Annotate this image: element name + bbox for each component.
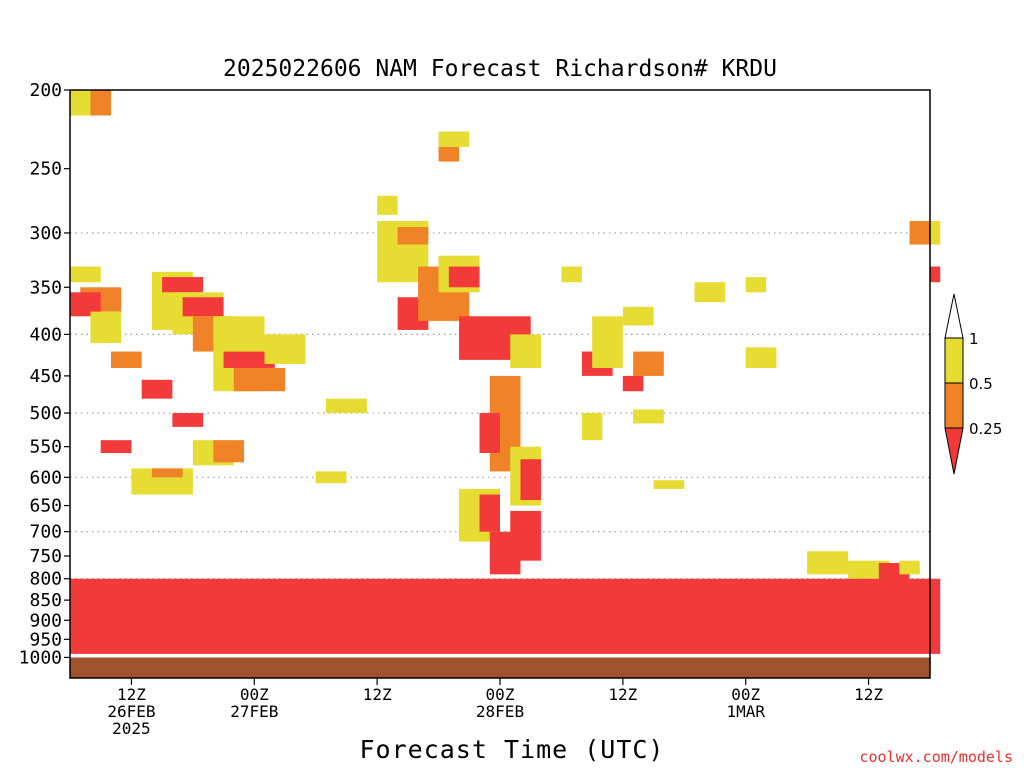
legend-label-0: 1 — [969, 330, 979, 348]
x-tick-label-3-1: 28FEB — [476, 702, 524, 721]
region-35 — [510, 334, 541, 368]
region-54 — [694, 282, 726, 303]
region-4 — [70, 292, 101, 317]
y-tick-label-600: 600 — [29, 467, 62, 488]
region-9 — [182, 297, 224, 317]
y-tick-label-950: 950 — [29, 629, 62, 650]
region-14 — [223, 351, 275, 368]
x-tick-label-1-0: 00Z — [240, 685, 269, 704]
y-tick-label-200: 200 — [29, 80, 62, 101]
x-tick-label-3-0: 00Z — [486, 685, 515, 704]
region-12 — [141, 379, 173, 399]
y-axis: 200 250 300 350 400 450 500 550 600 650 700 7508008… — [19, 80, 70, 668]
region-5 — [90, 311, 122, 344]
legend-swatch-orange — [944, 382, 964, 429]
region-1 — [90, 90, 111, 116]
x-tick-label-4-0: 12Z — [608, 685, 637, 704]
legend-top-arrow — [944, 293, 964, 339]
x-tick-label-0-2: 2025 — [112, 719, 151, 738]
region-17 — [172, 413, 204, 427]
y-tick-label-700: 700 — [29, 522, 62, 543]
legend-label-1: 0.5 — [969, 375, 993, 393]
y-tick-label-250: 250 — [29, 159, 62, 180]
region-0 — [70, 90, 91, 116]
region-20 — [100, 440, 132, 454]
x-tick-label-5-0: 00Z — [731, 685, 760, 704]
y-tick-label-550: 550 — [29, 437, 62, 458]
x-tick-label-0-1: 26FEB — [107, 702, 155, 721]
x-axis-label: Forecast Time (UTC) — [360, 735, 665, 764]
region-19 — [213, 440, 245, 463]
y-tick-label-350: 350 — [29, 277, 62, 298]
region-7 — [162, 277, 204, 293]
region-48 — [581, 413, 603, 441]
region-23 — [325, 398, 367, 414]
heatmap-cells — [70, 90, 941, 654]
ground-layer — [70, 655, 930, 678]
region-22 — [151, 468, 183, 478]
y-tick-label-300: 300 — [29, 223, 62, 244]
region-15 — [233, 367, 285, 392]
legend-bottom-arrow — [944, 427, 964, 475]
region-41 — [479, 494, 500, 532]
region-33 — [448, 266, 480, 288]
legend-swatch-yellow — [944, 337, 964, 384]
region-55 — [653, 480, 685, 489]
region-2 — [70, 266, 101, 283]
y-tick-label-800: 800 — [29, 569, 62, 590]
region-31 — [438, 146, 460, 162]
region-24 — [315, 471, 347, 484]
region-27 — [397, 227, 429, 245]
x-tick-label-2-0: 12Z — [363, 685, 392, 704]
y-tick-label-450: 450 — [29, 366, 62, 387]
region-50 — [633, 409, 664, 424]
y-tick-label-400: 400 — [29, 324, 62, 345]
region-47 — [622, 306, 654, 326]
region-59 — [899, 560, 920, 575]
y-tick-label-500: 500 — [29, 403, 62, 424]
legend-label-2: 0.25 — [969, 420, 1002, 438]
region-46 — [633, 351, 664, 376]
region-25 — [377, 195, 398, 215]
x-tick-label-1-1: 27FEB — [230, 702, 278, 721]
y-tick-label-1000: 1000 — [19, 647, 62, 668]
region-61 — [909, 220, 930, 245]
region-16 — [264, 334, 306, 364]
ground-fill — [70, 657, 930, 678]
region-51 — [561, 266, 582, 283]
region-30 — [438, 131, 470, 147]
region-63 — [70, 578, 941, 654]
region-45 — [592, 316, 623, 368]
credit-label: coolwx.com/models — [859, 748, 1013, 766]
x-tick-label-0-0: 12Z — [117, 685, 146, 704]
x-tick-label-5-1: 1MAR — [726, 702, 765, 721]
region-49 — [622, 375, 644, 392]
y-tick-label-900: 900 — [29, 610, 62, 631]
y-tick-label-750: 750 — [29, 546, 62, 567]
region-62 — [930, 266, 941, 283]
region-11 — [110, 351, 142, 368]
chart-title: 2025022606 NAM Forecast Richardson# KRDU — [223, 56, 777, 82]
region-56 — [807, 551, 849, 575]
region-53 — [745, 347, 777, 368]
color-legend: 1 0.5 0.25 — [944, 293, 1002, 475]
y-tick-label-650: 650 — [29, 496, 62, 517]
x-tick-label-6-0: 12Z — [854, 685, 883, 704]
region-39 — [520, 459, 541, 501]
region-43 — [510, 510, 541, 561]
region-52 — [745, 277, 767, 293]
y-tick-label-850: 850 — [29, 590, 62, 611]
region-37 — [479, 413, 500, 454]
